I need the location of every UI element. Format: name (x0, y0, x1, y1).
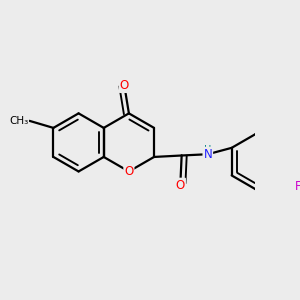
Text: CH₃: CH₃ (9, 116, 28, 126)
Text: O: O (176, 178, 185, 192)
Text: O: O (124, 165, 134, 178)
Text: F: F (295, 180, 300, 193)
Text: N: N (203, 148, 212, 161)
Text: O: O (120, 79, 129, 92)
Text: H: H (204, 145, 212, 155)
